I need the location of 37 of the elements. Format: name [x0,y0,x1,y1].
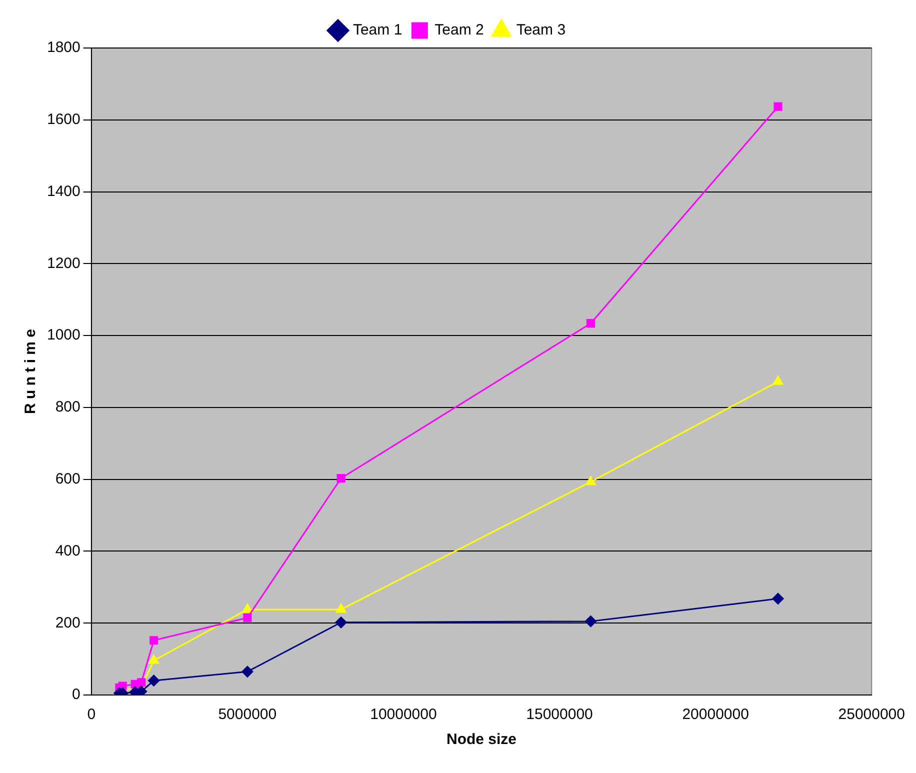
x-tick-label: 5000000 [218,706,277,724]
legend-label: Team 1 [352,22,402,39]
y-tick-label: 800 [55,398,80,416]
point [148,674,160,686]
y-tick-label: 1600 [46,111,80,128]
point [336,604,346,613]
y-tick-label: 400 [55,542,80,560]
legend-label: Team 3 [516,22,566,39]
y-tick-label: 1800 [46,39,80,56]
y-tick-label: 600 [55,470,80,488]
legend-label: Team 2 [434,22,484,39]
x-tick-label: 25000000 [838,706,906,724]
point [243,613,252,622]
point [586,319,596,328]
y-tick-label: 1000 [46,326,80,344]
x-tick-label: 20000000 [682,706,749,724]
point [137,678,146,687]
y-tick-label: 1200 [46,254,80,272]
point [336,474,346,483]
x-axis-title: Node size [446,731,517,748]
y-tick-label: 1400 [46,182,80,200]
point [242,604,252,613]
point [584,616,596,628]
point [242,666,254,678]
y-tick-label: 0 [72,686,80,704]
point [772,376,784,385]
point [150,636,158,645]
point [586,476,596,486]
point [772,592,784,604]
point [148,654,159,664]
x-tick-label: 10000000 [370,706,437,724]
y-tick-label: 200 [55,614,80,632]
y-axis-title: R u n t i m e [22,328,40,414]
point [335,616,347,628]
point [774,102,782,111]
x-tick-label: 0 [87,706,96,724]
x-tick-label: 15000000 [526,706,593,724]
